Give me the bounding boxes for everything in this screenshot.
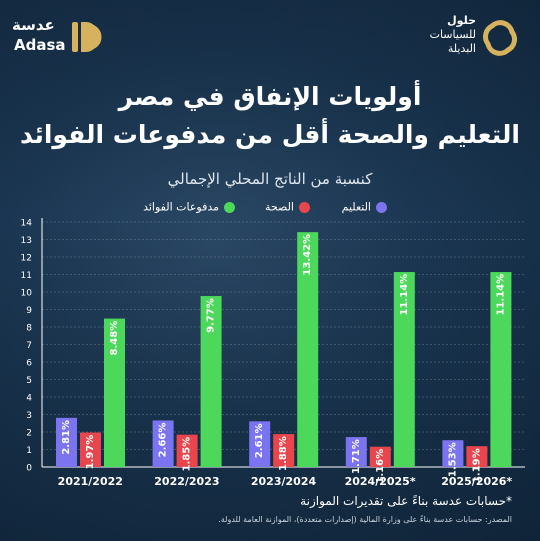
y-tick-label: 11 (21, 271, 32, 281)
data-label-health: 1.88% (278, 436, 289, 471)
data-label-education: 2.66% (158, 423, 169, 458)
legend-swatch-education (376, 201, 387, 213)
y-tick-label: 0 (26, 464, 32, 474)
chart-subtitle: التعليم والصحة أقل من مدفوعات الفوائد (20, 120, 520, 149)
data-label-interest: 11.14% (399, 274, 410, 316)
hulul-logo-line2: للسياسات (429, 28, 476, 41)
data-label-health: 1.16% (375, 449, 386, 484)
bar-education (249, 421, 271, 467)
legend-label-education: التعليم (341, 200, 371, 214)
chart-title: أولويات الإنفاق في مصر (118, 82, 422, 111)
bar-interest (490, 272, 512, 467)
y-tick-label: 9 (26, 306, 32, 316)
bar-interest (393, 272, 415, 467)
bar-education (345, 437, 367, 467)
y-tick-label: 6 (26, 359, 32, 369)
bar-health (369, 446, 391, 467)
y-tick-label: 7 (26, 341, 32, 351)
hulul-emblem-icon (483, 20, 517, 56)
data-label-education: 2.81% (61, 420, 72, 455)
y-tick-label: 4 (26, 394, 32, 404)
adasa-lens-icon (72, 22, 102, 52)
footnote: *حسابات عدسة بناءً على تقديرات الموازنة (300, 494, 512, 508)
y-tick-label: 2 (26, 429, 32, 439)
source-note: المصدر: حسابات عدسة بناءً على وزارة الما… (218, 515, 512, 524)
data-label-education: 1.53% (447, 442, 458, 477)
bar-interest (297, 232, 319, 467)
bar-health (466, 446, 488, 467)
bar-health (80, 432, 101, 467)
y-tick-label: 8 (26, 324, 32, 334)
y-tick-label: 5 (26, 376, 32, 386)
legend-item-health: الصحة (265, 200, 310, 216)
bar-health (176, 434, 198, 467)
bar-education (442, 440, 464, 467)
data-label-health: 1.19% (471, 448, 482, 483)
y-tick-label: 10 (21, 289, 33, 299)
legend-label-health: الصحة (265, 200, 294, 214)
hulul-logo: حلول للسياسات البديلة (410, 14, 520, 62)
chart-unit-label: كنسبة من الناتج المحلي الإجمالي (167, 170, 373, 188)
data-label-interest: 13.42% (302, 234, 313, 276)
legend-label-interest: مدفوعات الفوائد (143, 200, 219, 214)
y-tick-label: 13 (21, 236, 32, 246)
hulul-logo-line3: البديلة (447, 42, 476, 55)
y-tick-label: 3 (26, 411, 32, 421)
data-label-interest: 9.77% (206, 298, 217, 333)
x-tick-label: 2021/2022 (58, 475, 123, 488)
data-label-health: 1.97% (85, 435, 96, 470)
adasa-logo: عدسة Adasa (12, 16, 112, 56)
hulul-logo-line1: حلول (447, 14, 476, 27)
x-tick-label: 2025/2026* (441, 475, 512, 488)
y-tick-label: 14 (21, 219, 33, 229)
bar-interest (200, 296, 222, 467)
y-tick-label: 12 (21, 254, 32, 264)
data-label-health: 1.85% (182, 437, 193, 472)
x-tick-label: 2022/2023 (154, 475, 219, 488)
data-label-interest: 11.14% (495, 274, 506, 316)
y-tick-label: 1 (26, 446, 32, 456)
bar-interest (104, 318, 125, 467)
legend-swatch-interest (224, 201, 235, 213)
legend-item-education: التعليم (342, 200, 387, 216)
data-label-education: 2.61% (254, 423, 265, 458)
legend-swatch-health (299, 201, 310, 213)
x-tick-label: 2023/2024 (251, 475, 317, 488)
bar-education (56, 417, 77, 467)
data-label-education: 1.71% (351, 439, 362, 474)
data-label-interest: 8.48% (109, 321, 120, 356)
adasa-logo-arabic: عدسة (12, 16, 55, 34)
legend-item-interest: مدفوعات الفوائد (143, 200, 235, 216)
adasa-logo-english: Adasa (14, 36, 66, 54)
x-tick-label: 2024/2025* (345, 475, 416, 488)
bar-health (273, 434, 295, 467)
bar-education (152, 420, 174, 467)
